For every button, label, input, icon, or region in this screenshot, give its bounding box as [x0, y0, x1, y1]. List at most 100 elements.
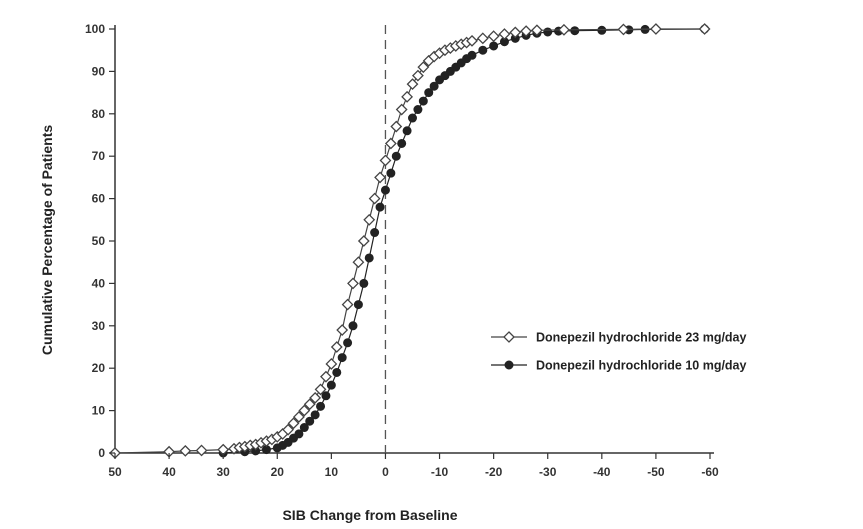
x-tick-label: 40: [162, 465, 176, 479]
y-tick-label: 90: [92, 64, 106, 78]
data-point: [487, 30, 500, 43]
data-point: [292, 411, 305, 423]
series-2: [218, 24, 710, 458]
data-point: [597, 25, 607, 35]
data-point: [343, 338, 353, 348]
data-point: [391, 151, 401, 161]
x-tick-label: 0: [382, 465, 389, 479]
data-point: [498, 28, 511, 41]
y-tick-label: 20: [92, 361, 106, 375]
data-point: [348, 321, 358, 331]
data-point: [411, 69, 424, 82]
y-tick-label: 70: [92, 149, 106, 163]
data-point: [195, 444, 208, 457]
data-point: [397, 138, 407, 148]
x-tick-label: -10: [431, 465, 449, 479]
data-point: [476, 32, 489, 45]
legend-label: Donepezil hydrochloride 10 mg/day: [536, 359, 747, 373]
data-point: [370, 228, 380, 238]
y-tick-label: 30: [92, 319, 106, 333]
data-point: [520, 25, 533, 38]
data-point: [330, 341, 343, 353]
data-point: [310, 410, 320, 420]
data-point: [395, 103, 408, 116]
y-tick-label: 0: [98, 446, 105, 460]
x-tick-label: -20: [485, 465, 503, 479]
x-axis-label: SIB Change from Baseline: [282, 507, 457, 523]
axes: [114, 25, 714, 454]
data-point: [364, 253, 374, 263]
data-point: [558, 23, 570, 36]
series-line: [114, 28, 705, 454]
data-point: [287, 417, 300, 430]
x-tick-label: 30: [217, 465, 231, 479]
data-point: [530, 24, 543, 37]
y-tick-label: 100: [85, 22, 105, 36]
x-tick-label: -40: [593, 465, 611, 479]
data-point: [478, 45, 488, 55]
data-point: [429, 81, 439, 91]
y-tick-label: 40: [92, 276, 106, 290]
x-tick-label: -50: [647, 465, 665, 479]
data-point: [380, 185, 390, 195]
data-point: [379, 154, 392, 167]
data-point: [375, 202, 385, 212]
y-tick-label: 80: [92, 107, 106, 121]
series-1: [109, 23, 711, 459]
data-point: [386, 168, 396, 178]
data-point: [353, 300, 363, 310]
data-point: [649, 23, 662, 35]
data-point: [489, 41, 499, 51]
data-point: [617, 23, 630, 36]
data-point: [303, 398, 316, 411]
x-tick-label: 20: [271, 465, 285, 479]
data-point: [314, 383, 327, 396]
data-point: [337, 353, 347, 363]
data-point: [352, 256, 365, 269]
data-point: [332, 367, 342, 377]
data-point: [305, 416, 315, 426]
x-tick-label: -30: [539, 465, 557, 479]
data-point: [384, 137, 397, 150]
data-point: [309, 391, 322, 404]
y-tick-label: 10: [92, 404, 106, 418]
data-point: [325, 358, 338, 370]
data-point: [368, 192, 381, 205]
data-point: [401, 90, 414, 103]
data-point: [570, 26, 580, 36]
data-point: [294, 429, 304, 439]
data-point: [179, 444, 192, 457]
x-tick-label: 50: [108, 465, 122, 479]
data-point: [408, 113, 417, 123]
data-point: [509, 26, 522, 39]
data-point: [320, 370, 332, 383]
y-tick-label: 50: [92, 234, 106, 248]
data-point: [543, 27, 553, 37]
series-line: [223, 28, 705, 454]
data-point: [321, 391, 331, 401]
legend-item: Donepezil hydrochloride 10 mg/day: [491, 359, 747, 373]
data-point: [316, 401, 326, 411]
data-point: [390, 120, 403, 133]
series-layer: [109, 23, 711, 459]
data-point: [418, 96, 428, 106]
data-point: [424, 88, 434, 98]
legend-circle-icon: [504, 360, 514, 370]
data-point: [326, 380, 336, 390]
data-point: [698, 23, 711, 35]
data-point: [341, 298, 354, 311]
data-point: [298, 404, 311, 417]
data-point: [299, 423, 309, 433]
data-point: [347, 277, 359, 290]
data-point: [417, 61, 430, 74]
y-axis-label: Cumulative Percentage of Patients: [39, 125, 55, 356]
legend: Donepezil hydrochloride 23 mg/day Donepez…: [491, 331, 747, 373]
x-tick-label: 10: [325, 465, 339, 479]
legend-label: Donepezil hydrochloride 23 mg/day: [536, 331, 747, 345]
data-point: [466, 34, 478, 47]
data-point: [374, 171, 386, 184]
data-point: [336, 324, 349, 336]
data-point: [467, 50, 477, 60]
